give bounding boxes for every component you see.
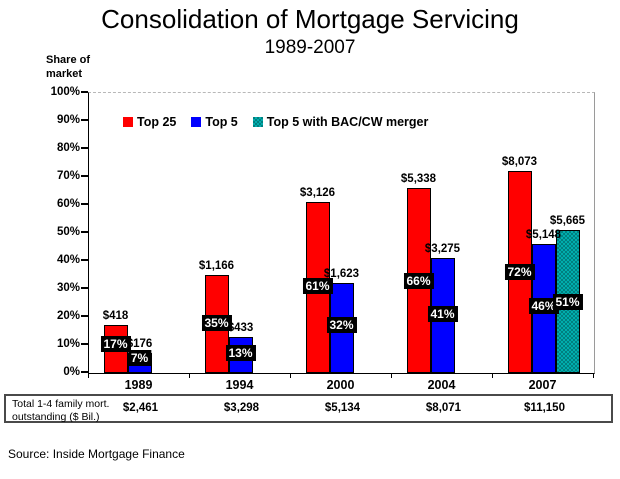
y-tick-mark xyxy=(81,315,88,317)
plot-area: Top 25 Top 5 Top 5 with BAC/CW merger $418… xyxy=(88,92,595,374)
totals-label-line2: outstanding ($ Bil.) xyxy=(12,410,100,423)
dollar-label-top25-2007: $8,073 xyxy=(501,156,538,169)
legend-item-merger: Top 5 with BAC/CW merger xyxy=(252,115,429,129)
y-tick-mark xyxy=(81,119,88,121)
dollar-label-top5-2004: $3,275 xyxy=(424,243,461,256)
y-tick-mark xyxy=(81,259,88,261)
chart-title: Consolidation of Mortgage Servicing xyxy=(101,4,519,34)
y-tick-label: 50% xyxy=(56,226,80,238)
chart-subtitle: 1989-2007 xyxy=(264,37,356,58)
y-tick-label: 20% xyxy=(56,310,80,322)
y-axis-title: Share of market xyxy=(46,54,90,82)
legend-swatch-merger xyxy=(252,117,263,127)
totals-table: Total 1-4 family mort. outstanding ($ Bi… xyxy=(4,394,613,423)
dollar-label-top5-2007: $5,148 xyxy=(525,229,562,242)
y-axis-title-line2: market xyxy=(46,67,83,80)
source-note: Source: Inside Mortgage Finance xyxy=(8,447,185,461)
y-tick-label: 0% xyxy=(63,366,80,378)
pct-label-top25-2004: 66% xyxy=(403,272,434,289)
y-tick-mark xyxy=(81,343,88,345)
totals-label-line1: Total 1-4 family mort. xyxy=(12,398,110,410)
y-tick-mark xyxy=(81,91,88,93)
y-tick-label: 60% xyxy=(56,198,80,210)
totals-value-2004: $8,071 xyxy=(425,402,462,414)
x-category-label: 1994 xyxy=(225,378,254,392)
dollar-label-top25-1989: $418 xyxy=(102,310,129,323)
dollar-label-top5-1989: $176 xyxy=(126,338,153,351)
x-tick-mark xyxy=(289,374,291,378)
legend-label-top5: Top 5 xyxy=(205,115,238,129)
x-tick-mark xyxy=(188,374,190,378)
x-category-label: 2000 xyxy=(326,378,355,392)
pct-label-top5-2007: 46% xyxy=(528,297,559,314)
legend-label-merger: Top 5 with BAC/CW merger xyxy=(266,115,429,129)
pct-label-top25-2007: 72% xyxy=(504,264,535,281)
totals-value-2007: $11,150 xyxy=(524,402,565,414)
x-category-label: 2004 xyxy=(427,378,456,392)
pct-label-top5-1989: 7% xyxy=(127,349,152,366)
pct-label-merger-2007: 51% xyxy=(552,293,583,310)
y-tick-mark xyxy=(81,371,88,373)
y-tick-mark xyxy=(81,147,88,149)
legend-swatch-top25 xyxy=(123,117,133,127)
y-tick-mark xyxy=(81,231,88,233)
pct-label-top25-1989: 17% xyxy=(100,335,131,352)
y-tick-label: 70% xyxy=(56,170,80,182)
pct-label-top25-2000: 61% xyxy=(302,278,333,295)
x-tick-mark xyxy=(491,374,493,378)
legend-label-top25: Top 25 xyxy=(137,115,177,129)
pct-label-top5-2004: 41% xyxy=(427,306,458,323)
pct-label-top25-1994: 35% xyxy=(201,314,232,331)
pct-label-top5-1994: 13% xyxy=(225,345,256,362)
x-tick-mark xyxy=(592,374,594,378)
dollar-label-merger-2007: $5,665 xyxy=(549,215,586,228)
totals-table-label: Total 1-4 family mort. outstanding ($ Bi… xyxy=(12,398,109,423)
x-category-label: 2007 xyxy=(528,378,557,392)
y-tick-mark xyxy=(81,203,88,205)
legend-item-top5: Top 5 xyxy=(191,115,238,129)
legend: Top 25 Top 5 Top 5 with BAC/CW merger xyxy=(123,115,428,129)
legend-swatch-top5 xyxy=(191,117,202,127)
dollar-label-top25-2000: $3,126 xyxy=(299,187,336,200)
x-category-label: 1989 xyxy=(124,378,153,392)
y-tick-label: 100% xyxy=(50,86,80,98)
y-tick-label: 30% xyxy=(56,282,80,294)
totals-value-2000: $5,134 xyxy=(324,402,361,414)
y-tick-mark xyxy=(81,287,88,289)
y-axis-title-line1: Share of xyxy=(46,54,91,66)
y-tick-label: 10% xyxy=(56,338,80,350)
legend-item-top25: Top 25 xyxy=(123,115,176,129)
totals-value-1989: $2,461 xyxy=(122,402,159,414)
y-tick-label: 40% xyxy=(56,254,80,266)
dollar-label-top25-1994: $1,166 xyxy=(198,260,235,272)
x-tick-mark xyxy=(390,374,392,378)
pct-label-top5-2000: 32% xyxy=(326,317,357,334)
dollar-label-top5-2000: $1,623 xyxy=(323,268,360,281)
dollar-label-top25-2004: $5,338 xyxy=(400,173,437,186)
totals-value-1994: $3,298 xyxy=(223,402,260,414)
x-tick-mark xyxy=(87,374,89,378)
y-tick-label: 90% xyxy=(56,114,80,126)
y-tick-mark xyxy=(81,175,88,177)
y-tick-label: 80% xyxy=(56,142,80,154)
dollar-label-top5-1994: $433 xyxy=(227,321,254,334)
